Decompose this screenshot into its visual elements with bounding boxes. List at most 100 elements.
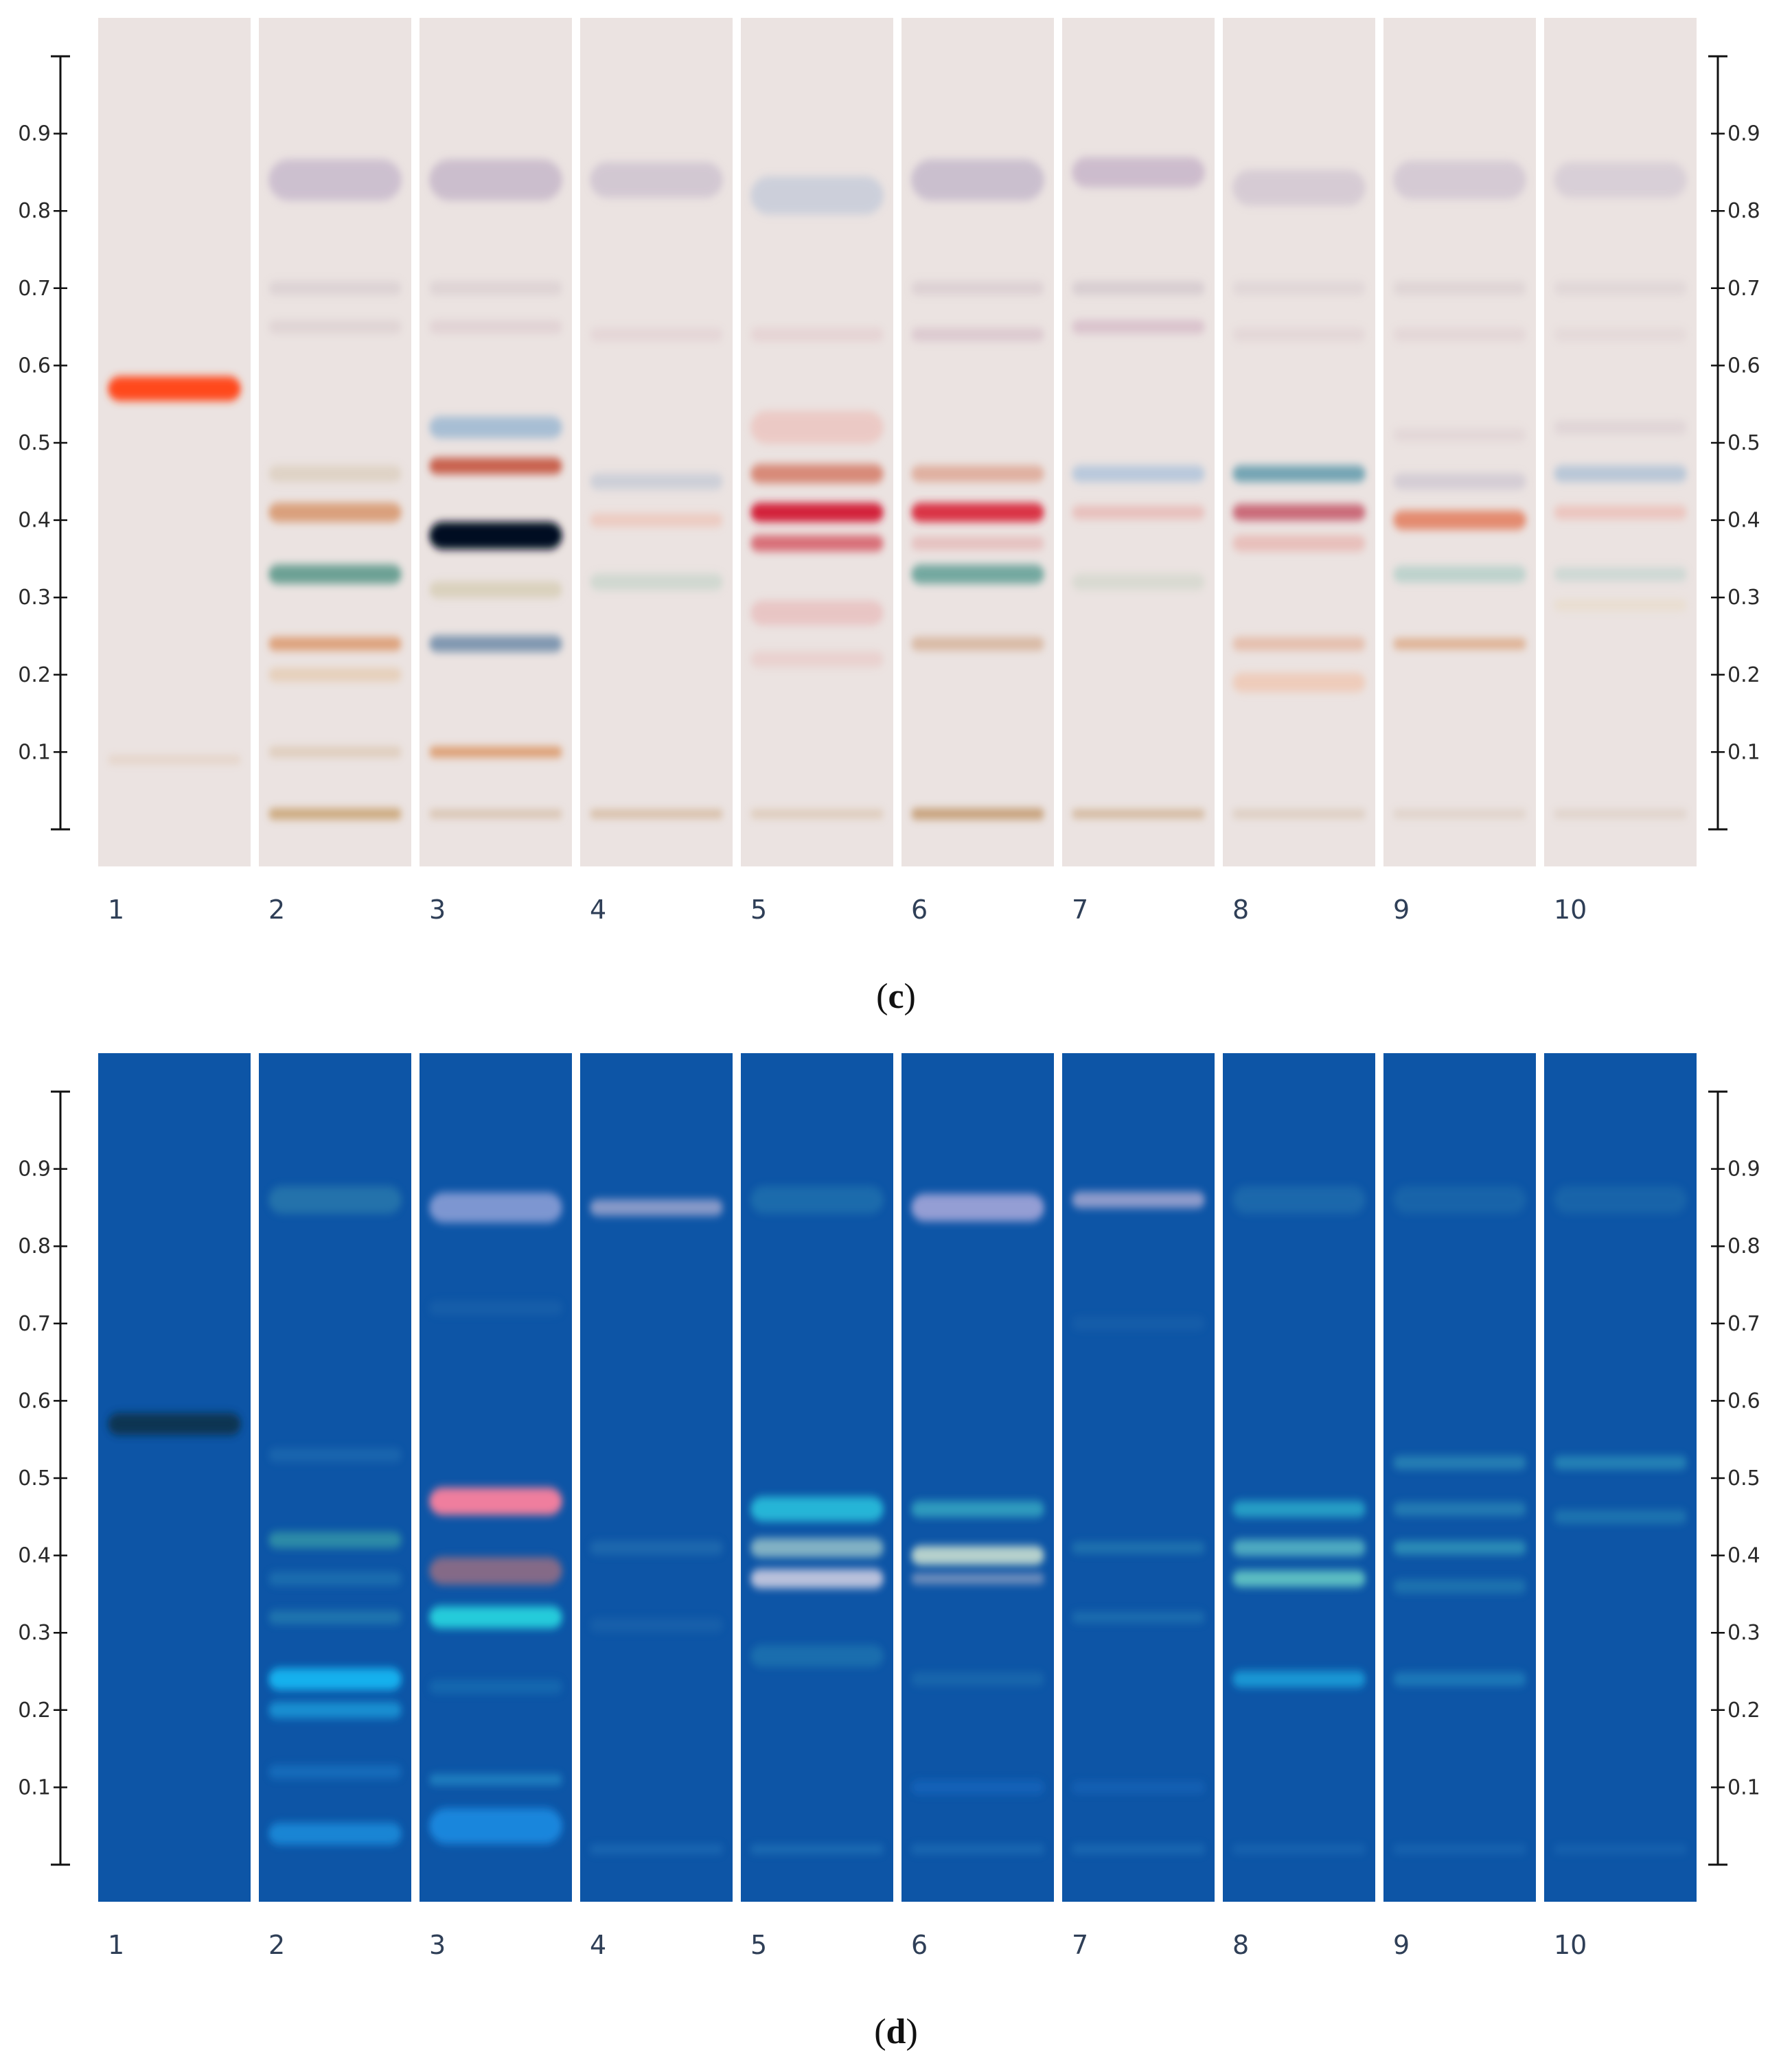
lane-number-label: 2 [268,895,286,925]
lane-8-d [1223,1053,1375,1902]
spot [429,635,562,652]
spot [1232,1845,1366,1854]
lane-1-d [98,1053,251,1902]
rf-tick-label: 0.5 [1727,431,1760,455]
spot [911,1501,1044,1518]
rf-tick-label: 0.7 [18,277,51,301]
lane-7-d [1062,1053,1215,1902]
spot [1393,281,1526,295]
spot [750,600,884,625]
spot [590,513,723,527]
lane-strip [98,1053,251,1902]
lane-8-c [1223,18,1375,866]
panel-d: 0.1 0.2 0.3 0.4 0.5 0.6 0.7 0.8 0.9 0.1 0.2 0.3 0.4 0… [0,1035,1792,2065]
rf-tick-label: 0.3 [18,1621,51,1645]
spot [268,320,402,334]
spot [1554,809,1687,818]
lane-strip [1383,1053,1536,1902]
spot [1554,1845,1687,1854]
spot [1393,1541,1526,1555]
spot [1554,465,1687,483]
plate-image-d: 0.10.20.30.40.50.60.70.80.90.10.20.30.40… [18,1053,1760,1902]
spot [1072,505,1205,520]
spot [108,376,241,402]
lane-number-label: 2 [268,1930,286,1960]
spot [1554,281,1687,295]
rf-tick-label: 0.6 [1727,354,1760,378]
rf-tick-label: 0.5 [18,1466,51,1490]
spot [1072,1542,1205,1554]
spot [1072,1316,1205,1331]
spot [750,411,884,444]
rf-tick-label: 0.1 [18,740,51,764]
spot [1072,1611,1205,1623]
rf-tick-label: 0.2 [18,1699,51,1723]
spot [1232,1186,1366,1214]
spot [268,1668,402,1690]
spot [1072,809,1205,818]
spot [1554,162,1687,198]
lane-strip [901,1053,1054,1902]
lane-number-label: 8 [1232,1930,1250,1960]
spot [1393,510,1526,530]
rf-tick-label: 0.9 [18,122,51,146]
spot [911,327,1044,342]
lane-3-d [420,1053,572,1902]
rf-scale-right-c: 0.1 0.2 0.3 0.4 0.5 0.6 0.7 0.8 0.9 [1708,55,1760,831]
spot [429,1606,562,1628]
lane-number-label: 7 [1072,1930,1089,1960]
spot [1393,473,1526,490]
lane-5-d [741,1053,893,1902]
rf-tick-label: 0.7 [18,1312,51,1336]
panel-c: 0.1 0.2 0.3 0.4 0.5 0.6 0.7 0.8 0.9 0.1 0.2 0.3 0.4 0… [0,0,1792,1030]
spot [1072,465,1205,483]
spot [268,281,402,295]
lane-strip [741,1053,893,1902]
lane-strip [1544,18,1697,866]
spot [268,746,402,758]
lane-10-c [1544,18,1697,866]
lane-10-d [1544,1053,1697,1902]
spot [268,1448,402,1462]
lane-6-c [901,18,1054,866]
spot [750,535,884,552]
spot [429,1301,562,1315]
spot [1232,504,1366,521]
spot [1232,636,1366,651]
lane-number-label: 4 [590,1930,607,1960]
rf-tick-label: 0.8 [1727,199,1760,223]
rf-tick-label: 0.1 [1727,740,1760,764]
rf-tick-label: 0.3 [18,586,51,610]
lane-strip [580,18,733,866]
spot [268,1822,402,1845]
lane-strip [1062,18,1215,866]
spot [1554,505,1687,520]
lane-strip [901,18,1054,866]
lane-6-d [901,1053,1054,1902]
spot [429,1680,562,1694]
spot [1232,1501,1366,1518]
spot [590,162,723,198]
spot [911,1193,1044,1221]
spot [1393,1845,1526,1854]
rf-tick-label: 0.4 [18,1544,51,1568]
spot [1554,420,1687,435]
spot [590,1845,723,1854]
spot [268,159,402,201]
spot [1393,1186,1526,1214]
lane-number-label: 7 [1072,895,1089,925]
spot [1554,1510,1687,1524]
spot [1232,465,1366,483]
spot [1072,281,1205,295]
rf-scale-left-c: 0.1 0.2 0.3 0.4 0.5 0.6 0.7 0.8 0.9 [18,55,70,831]
lane-number-label: 5 [750,1930,768,1960]
spot [429,1487,562,1515]
lane-number-label: 3 [429,895,446,925]
caption-c: (c) [876,977,916,1016]
spot [911,1573,1044,1585]
rf-tick-label: 0.3 [1727,586,1760,610]
spot [750,503,884,522]
spot [590,1199,723,1216]
caption-d: (d) [874,2012,918,2051]
rf-tick-label: 0.2 [1727,663,1760,687]
